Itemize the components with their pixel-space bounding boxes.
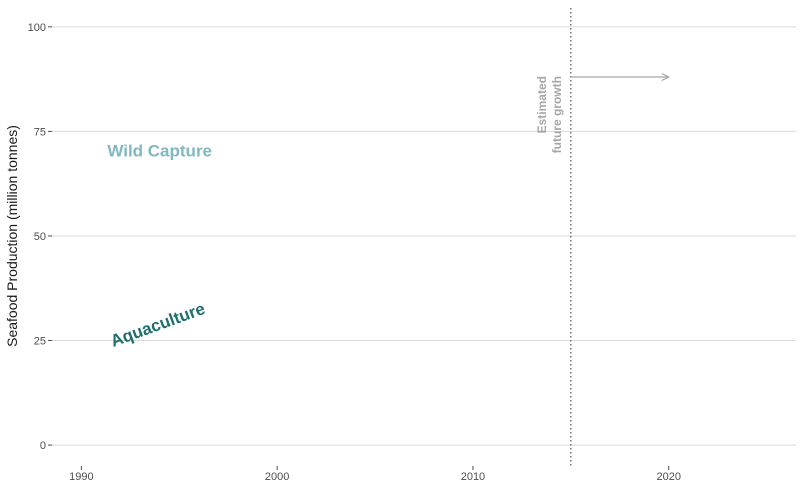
x-tick-label: 2020 <box>656 471 680 483</box>
x-tick-label: 2010 <box>461 471 485 483</box>
y-tick-label: 100 <box>28 22 46 34</box>
x-tick-label: 2000 <box>265 471 289 483</box>
y-axis-ticks: 0 25 50 75 100 <box>28 22 52 452</box>
wild-capture-label: Wild Capture <box>107 141 212 160</box>
aquaculture-label: Aquaculture <box>108 299 208 351</box>
future-arrow-head <box>661 72 671 82</box>
y-tick-label: 50 <box>34 231 46 243</box>
y-tick-label: 25 <box>34 336 46 348</box>
x-tick-label: 1990 <box>69 471 93 483</box>
x-axis-ticks: 1990 2000 2010 2020 <box>69 466 681 483</box>
annotation-text-line: Estimated <box>535 76 549 133</box>
annotation-text-line: future growth <box>550 76 564 153</box>
y-tick-label: 75 <box>34 126 46 138</box>
y-tick-label: 0 <box>40 440 46 452</box>
grid-lines <box>52 26 796 446</box>
series-labels: Wild Capture Aquaculture <box>107 141 212 350</box>
y-axis-title: Seafood Production (million tonnes) <box>4 125 20 347</box>
future-growth-annotation: Estimated future growth <box>535 8 671 466</box>
